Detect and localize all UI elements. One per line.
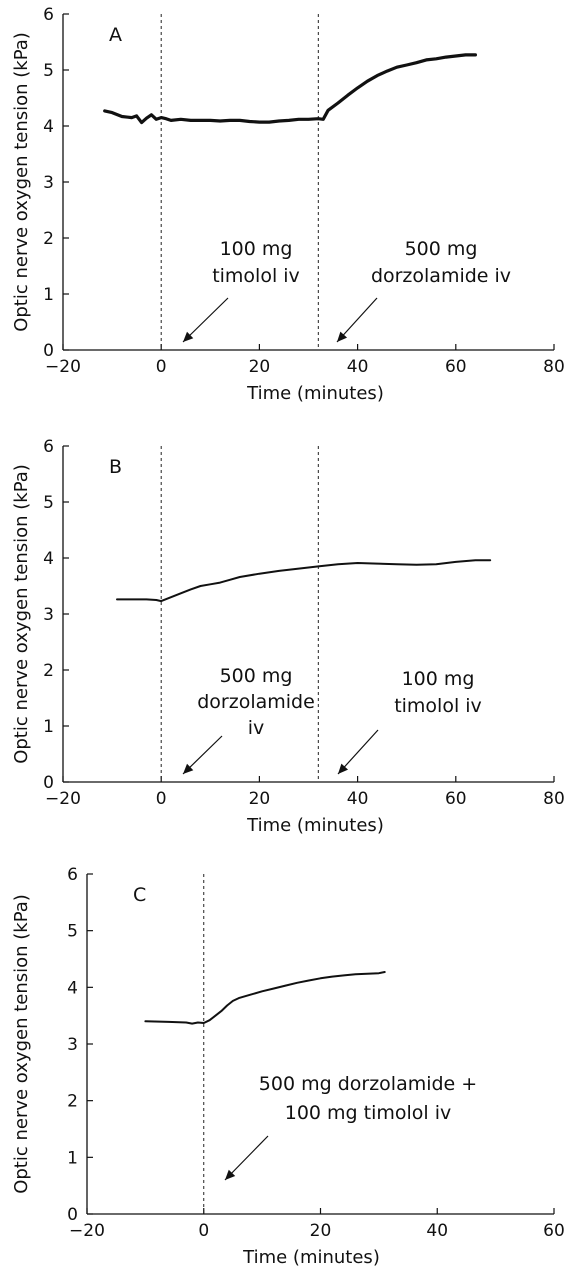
panel-label: B (109, 456, 122, 478)
annotation-label: 100 mg timolol iv (212, 238, 300, 287)
x-tick-label: 20 (310, 1221, 332, 1241)
series-line (116, 559, 492, 603)
annotation-line: 500 mg (220, 665, 293, 687)
y-tick-label: 1 (43, 285, 54, 305)
y-tick-label: 5 (43, 61, 54, 81)
y-tick-label: 6 (43, 5, 54, 25)
annotation-arrowhead (225, 1169, 236, 1180)
annotation-line: 100 mg timolol iv (285, 1102, 452, 1124)
annotation-arrow-shaft (224, 1135, 269, 1181)
y-axis-title: Optic nerve oxygen tension (kPa) (11, 32, 32, 332)
annotation-arrowhead (338, 763, 349, 774)
y-tick-label: 5 (43, 493, 54, 513)
annotation-arrowhead (183, 763, 194, 774)
x-tick-label: −20 (45, 357, 81, 377)
y-tick-label: 0 (43, 341, 54, 361)
annotation-label: 500 mg dorzolamide iv (371, 238, 511, 287)
y-tick-label: 6 (67, 865, 78, 885)
series-line (144, 971, 386, 1025)
y-tick-label: 6 (43, 437, 54, 457)
x-tick-label: 40 (347, 357, 369, 377)
y-tick-label: 4 (43, 549, 54, 569)
y-tick-label: 3 (43, 173, 54, 193)
x-tick-label: −20 (45, 789, 81, 809)
y-tick-label: 5 (67, 922, 78, 942)
x-tick-label: 40 (347, 789, 369, 809)
y-axis-title: Optic nerve oxygen tension (kPa) (11, 894, 32, 1194)
annotation-line: 100 mg (402, 668, 475, 690)
y-tick-label: 4 (43, 117, 54, 137)
x-tick-label: 20 (249, 789, 271, 809)
x-tick-label: −20 (69, 1221, 105, 1241)
y-tick-label: 1 (43, 717, 54, 737)
annotation-line: iv (248, 717, 265, 739)
x-axis-title: Time (minutes) (242, 1247, 380, 1268)
annotation-line: dorzolamide (197, 691, 315, 713)
x-tick-label: 0 (156, 789, 167, 809)
series-line (103, 53, 477, 125)
x-tick-label: 80 (543, 789, 565, 809)
y-tick-label: 2 (67, 1092, 78, 1112)
x-tick-label: 0 (198, 1221, 209, 1241)
x-tick-label: 60 (445, 357, 467, 377)
x-tick-label: 0 (156, 357, 167, 377)
y-tick-label: 2 (43, 661, 54, 681)
annotation-line: timolol iv (212, 265, 300, 287)
annotation-line: 500 mg (405, 238, 478, 260)
x-tick-label: 60 (543, 1221, 565, 1241)
x-tick-label: 80 (543, 357, 565, 377)
annotation-label: 500 mg dorzolamide iv (197, 665, 315, 739)
y-tick-label: 4 (67, 978, 78, 998)
annotation-label: 500 mg dorzolamide + 100 mg timolol iv (259, 1073, 477, 1124)
x-axis-title: Time (minutes) (246, 815, 384, 836)
annotation-line: dorzolamide iv (371, 265, 511, 287)
y-tick-label: 0 (67, 1205, 78, 1225)
annotation-line: 500 mg dorzolamide + (259, 1073, 477, 1095)
y-tick-label: 3 (67, 1035, 78, 1055)
y-tick-label: 1 (67, 1148, 78, 1168)
y-tick-label: 0 (43, 773, 54, 793)
y-tick-label: 3 (43, 605, 54, 625)
x-tick-label: 40 (426, 1221, 448, 1241)
y-tick-label: 2 (43, 229, 54, 249)
annotation-line: timolol iv (394, 695, 482, 717)
annotation-line: 100 mg (220, 238, 293, 260)
annotation-arrowhead (337, 331, 348, 342)
x-tick-label: 20 (249, 357, 271, 377)
x-tick-label: 60 (445, 789, 467, 809)
panel-label: A (109, 24, 122, 46)
panel-label: C (133, 884, 146, 906)
annotation-label: 100 mg timolol iv (394, 668, 482, 717)
y-axis-title: Optic nerve oxygen tension (kPa) (11, 464, 32, 764)
x-axis-title: Time (minutes) (246, 383, 384, 404)
annotation-arrowhead (183, 331, 194, 342)
annotation-arrow-shaft (182, 297, 229, 343)
